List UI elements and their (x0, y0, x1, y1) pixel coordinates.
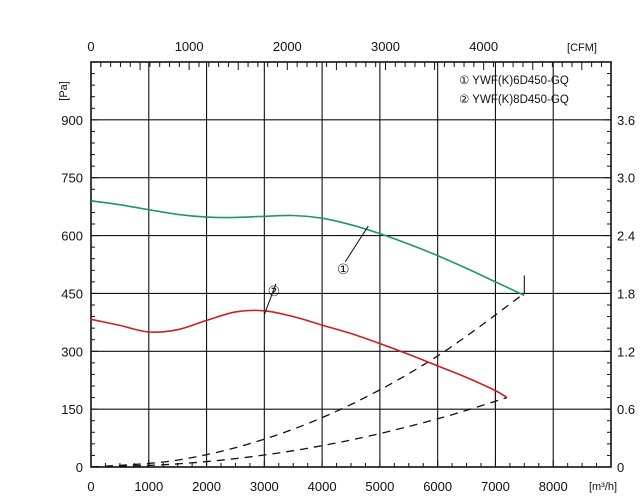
x-bottom-tick-label: 0 (87, 479, 94, 494)
y-right-tick-label: 3.6 (617, 113, 635, 128)
x-top-tick-label: 1000 (175, 39, 204, 54)
x-bottom-unit-label: [m³/h] (589, 481, 617, 493)
y-right-tick-label: 1.2 (617, 344, 635, 359)
system-curve-dashed (90, 396, 508, 468)
y-left-tick-label: 450 (61, 286, 83, 301)
y-left-tick-label: 150 (61, 402, 83, 417)
system-curve-dashed (90, 292, 525, 468)
x-top-tick-label: 0 (87, 39, 94, 54)
x-bottom-tick-label: 3000 (250, 479, 279, 494)
y-left-tick-label: 750 (61, 171, 83, 186)
x-bottom-tick-label: 5000 (365, 479, 394, 494)
callout-marker-2: ② (268, 283, 281, 299)
x-top-tick-label: 2000 (273, 39, 302, 54)
y-left-tick-label: 0 (76, 460, 83, 475)
fan-curves: ①② (90, 200, 525, 399)
x-top-tick-label: 3000 (371, 39, 400, 54)
series-line-1 (90, 200, 525, 297)
x-bottom-tick-label: 2000 (192, 479, 221, 494)
x-bottom-tick-label: 1000 (134, 479, 163, 494)
x-bottom-tick-label: 8000 (539, 479, 568, 494)
x-top-unit-label: [CFM] (567, 42, 597, 54)
x-bottom-tick-label: 4000 (308, 479, 337, 494)
y-left-tick-label: 300 (61, 344, 83, 359)
y-left-unit-label: [Pa] (58, 81, 70, 101)
y-right-tick-label: 3.0 (617, 171, 635, 186)
y-left-tick-label: 900 (61, 113, 83, 128)
axis-ticks (90, 61, 612, 468)
callout-line-2 (263, 283, 277, 315)
x-bottom-tick-label: 7000 (481, 479, 510, 494)
y-left-tick-label: 600 (61, 229, 83, 244)
y-right-tick-label: 1.8 (617, 286, 635, 301)
series-line-2 (90, 309, 508, 399)
system-curves (90, 275, 525, 468)
legend-entry-1: ① YWF(K)6D450-GQ (459, 75, 569, 87)
y-right-tick-label: 0 (617, 460, 624, 475)
callout-marker-1: ① (337, 261, 350, 277)
callout-line-1 (344, 225, 369, 263)
plot-frame (90, 61, 612, 468)
grid-lines (91, 62, 611, 467)
plot-border (90, 61, 612, 468)
x-bottom-tick-label: 6000 (423, 479, 452, 494)
legend-entry-2: ② YWF(K)8D450-GQ (459, 94, 569, 106)
axis-labels: 0 1000 2000 3000 4000 5000 6000 7000 8000 [m³/h]0… (58, 39, 635, 494)
x-top-tick-label: 4000 (469, 39, 498, 54)
y-right-tick-label: 2.4 (617, 229, 635, 244)
legend: ① YWF(K)6D450-GQ ② YWF(K)8D450-GQ (459, 75, 569, 106)
y-right-tick-label: 0.6 (617, 402, 635, 417)
